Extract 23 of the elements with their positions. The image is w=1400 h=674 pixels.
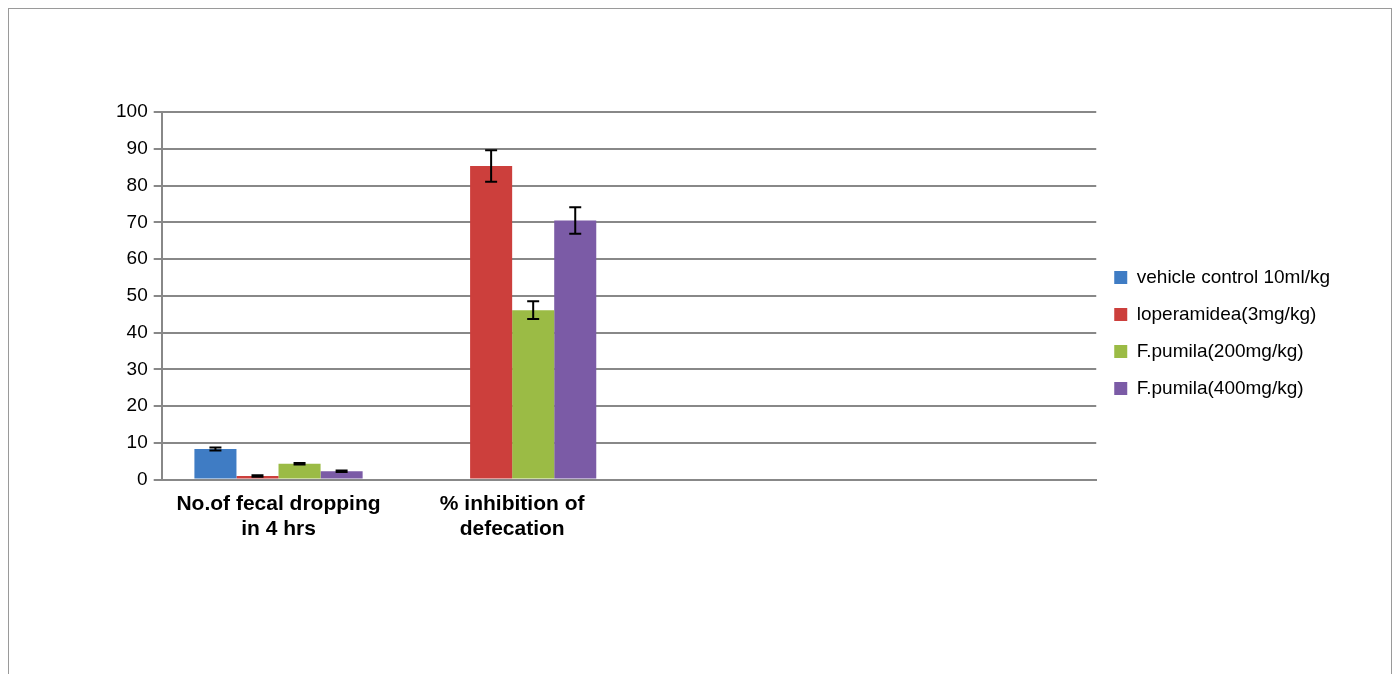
bar xyxy=(278,463,321,479)
y-tick-label: 70 xyxy=(126,210,148,232)
y-tick-label: 100 xyxy=(116,100,148,122)
y-tick-label: 0 xyxy=(137,467,148,489)
y-tick-label: 30 xyxy=(126,357,148,379)
bar xyxy=(470,166,513,479)
y-tick-label: 90 xyxy=(126,136,148,158)
y-tick-label: 80 xyxy=(126,173,148,195)
y-tick-label: 40 xyxy=(126,320,148,342)
x-tick-label: No.of fecal dropping in 4 hrs xyxy=(176,491,381,540)
legend-label: loperamidea(3mg/kg) xyxy=(1136,302,1317,324)
legend-label: F.pumila(200mg/kg) xyxy=(1136,339,1304,361)
legend-label: vehicle control 10ml/kg xyxy=(1136,265,1331,287)
bar xyxy=(554,220,597,479)
y-tick-label: 50 xyxy=(126,284,148,306)
y-tick-label: 20 xyxy=(126,394,148,416)
bar xyxy=(512,310,555,479)
bar xyxy=(194,449,237,479)
x-tick-label: % inhibition of defecation xyxy=(439,491,586,540)
y-tick-label: 10 xyxy=(126,431,148,453)
legend-label: F.pumila(400mg/kg) xyxy=(1136,376,1304,398)
y-tick-label: 60 xyxy=(126,247,148,269)
bar xyxy=(320,471,363,479)
